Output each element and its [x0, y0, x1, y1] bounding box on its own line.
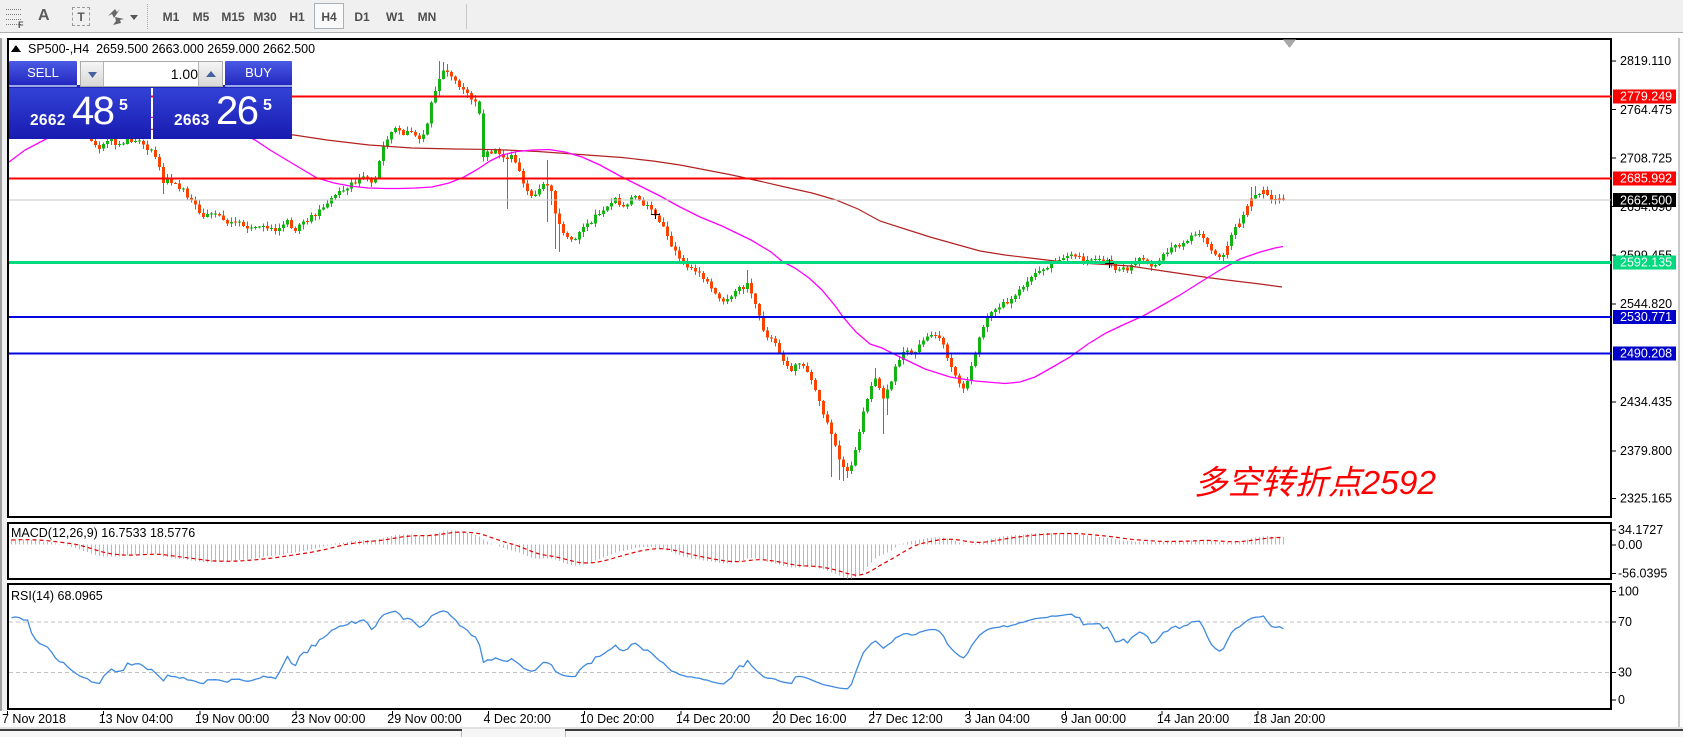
svg-text:2708.725: 2708.725 — [1620, 151, 1672, 165]
svg-text:-56.0395: -56.0395 — [1618, 567, 1667, 581]
svg-text:34.1727: 34.1727 — [1618, 523, 1663, 537]
svg-text:RSI(14) 68.0965: RSI(14) 68.0965 — [11, 589, 103, 603]
svg-text:7 Nov 2018: 7 Nov 2018 — [2, 712, 66, 726]
svg-text:70: 70 — [1618, 615, 1632, 629]
svg-text:2779.249: 2779.249 — [1620, 90, 1672, 104]
svg-text:2379.800: 2379.800 — [1620, 444, 1672, 458]
svg-text:10 Dec 20:00: 10 Dec 20:00 — [580, 712, 654, 726]
svg-text:2325.165: 2325.165 — [1620, 492, 1672, 506]
svg-text:3 Jan 04:00: 3 Jan 04:00 — [965, 712, 1030, 726]
svg-text:2819.110: 2819.110 — [1620, 54, 1671, 68]
svg-text:30: 30 — [1618, 666, 1632, 680]
svg-text:2530.771: 2530.771 — [1620, 310, 1672, 324]
svg-text:2685.992: 2685.992 — [1620, 172, 1672, 186]
svg-text:29 Nov 00:00: 29 Nov 00:00 — [387, 712, 461, 726]
svg-text:2764.475: 2764.475 — [1620, 103, 1672, 117]
svg-text:14 Dec 20:00: 14 Dec 20:00 — [676, 712, 750, 726]
svg-text:4 Dec 20:00: 4 Dec 20:00 — [484, 712, 551, 726]
svg-text:2544.820: 2544.820 — [1620, 297, 1672, 311]
svg-text:100: 100 — [1618, 585, 1639, 599]
svg-text:20 Dec 16:00: 20 Dec 16:00 — [772, 712, 846, 726]
svg-text:2490.208: 2490.208 — [1620, 347, 1672, 361]
svg-text:0.00: 0.00 — [1618, 538, 1642, 552]
svg-text:2592.135: 2592.135 — [1620, 256, 1672, 270]
svg-text:14 Jan 20:00: 14 Jan 20:00 — [1157, 712, 1229, 726]
svg-text:19 Nov 00:00: 19 Nov 00:00 — [195, 712, 269, 726]
svg-text:MACD(12,26,9) 16.7533 18.5776: MACD(12,26,9) 16.7533 18.5776 — [11, 526, 195, 540]
svg-text:0: 0 — [1618, 693, 1625, 707]
svg-text:13 Nov 04:00: 13 Nov 04:00 — [99, 712, 173, 726]
svg-text:27 Dec 12:00: 27 Dec 12:00 — [868, 712, 942, 726]
svg-text:23 Nov 00:00: 23 Nov 00:00 — [291, 712, 365, 726]
svg-text:18 Jan 20:00: 18 Jan 20:00 — [1253, 712, 1325, 726]
svg-text:9 Jan 00:00: 9 Jan 00:00 — [1061, 712, 1126, 726]
svg-text:2662.500: 2662.500 — [1620, 193, 1672, 207]
svg-text:SP500-,H4 2659.500 2663.000 2: SP500-,H4 2659.500 2663.000 2659.000 266… — [28, 42, 315, 56]
svg-text:F: F — [18, 20, 24, 29]
svg-text:2434.435: 2434.435 — [1620, 395, 1672, 409]
